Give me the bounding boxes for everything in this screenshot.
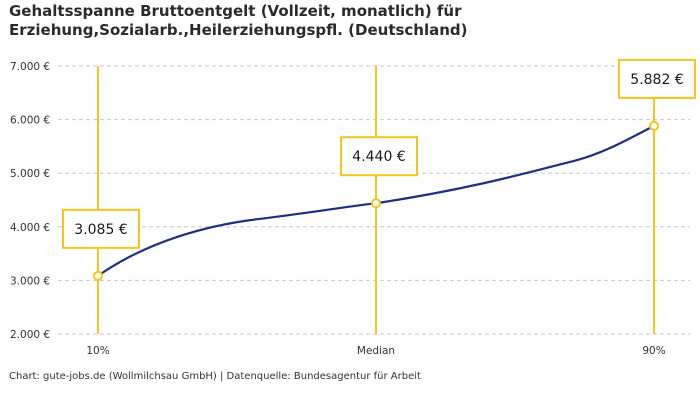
callout-box [62,208,140,249]
value-callout: 5.882 € [618,58,696,99]
chart-title-line-2: Erziehung,Sozialarb.,Heilerziehungspfl. … [9,21,468,39]
data-label: 5.882 € [630,72,683,88]
callout-box [340,136,418,177]
y-tick-label: 6.000 € [10,115,50,127]
y-tick-label: 7.000 € [10,61,50,73]
y-tick-label: 3.000 € [10,275,50,287]
chart-source-footer: Chart: gute-jobs.de (Wollmilchsau GmbH) … [9,371,421,382]
value-callout: 3.085 € [62,208,140,249]
grid-layer: 7.000 € 6.000 € 5.000 € 4.000 € 3.000 € 2.000… [10,61,690,357]
data-point-Median [371,198,381,209]
value-callouts: 3.085 € 4.440 € 5.882 € [62,58,696,249]
data-point-90% [649,120,659,131]
chart-title: Gehaltsspanne Bruttoentgelt (Vollzeit, m… [9,2,699,40]
x-category-label: 90% [642,345,665,357]
data-points [93,120,659,281]
value-callout: 4.440 € [340,136,418,177]
y-tick-label: 2.000 € [10,329,50,341]
data-label: 3.085 € [74,222,127,238]
x-category-label: Median [357,345,395,357]
chart-title-line-1: Gehaltsspanne Bruttoentgelt (Vollzeit, m… [9,2,462,20]
y-tick-label: 4.000 € [10,222,50,234]
data-point-10% [93,270,103,281]
callout-box [618,58,696,99]
x-category-label: 10% [86,345,109,357]
data-label: 4.440 € [352,149,405,165]
y-tick-label: 5.000 € [10,168,50,180]
